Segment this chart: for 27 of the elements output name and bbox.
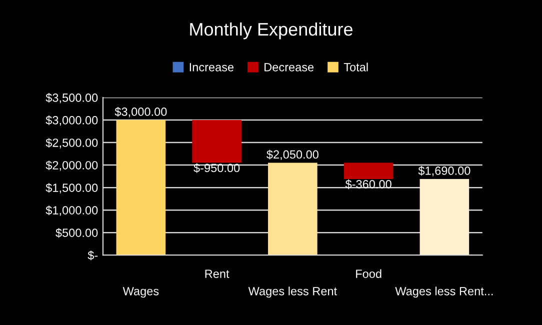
bar	[344, 162, 394, 180]
y-tick-label: $1,500.00	[46, 183, 98, 194]
data-label: $3,000.00	[114, 107, 167, 118]
y-tick-label: $2,500.00	[46, 138, 98, 148]
data-label: $-360.00	[345, 180, 392, 190]
bar	[192, 120, 242, 163]
y-tick-label: $2,000.00	[46, 160, 98, 171]
chart-title: Monthly Expenditure	[190, 22, 352, 40]
legend-label: Total	[344, 62, 368, 72]
x-tick-label: Rent	[205, 270, 230, 278]
x-tick-label: Wages less Rent...	[395, 286, 493, 298]
data-label: $2,050.00	[266, 150, 318, 160]
legend-label: Increase	[190, 63, 234, 72]
y-tick-label: $3,000.00	[46, 116, 98, 126]
data-label: $-950.00	[194, 163, 240, 173]
y-tick-label: $1,000.00	[46, 206, 98, 216]
x-tick-label: Food	[356, 269, 382, 278]
data-label: $1,690.00	[418, 166, 470, 176]
x-tick-label: Wages less Rent	[248, 286, 337, 298]
y-tick-label: $500.00	[56, 228, 98, 238]
legend-label: Decrease	[264, 63, 314, 72]
bar	[420, 179, 470, 256]
x-tick-label: Wages	[122, 287, 159, 298]
bar	[268, 162, 318, 256]
y-tick-label: $3,500.00	[46, 93, 98, 104]
bar	[116, 120, 166, 256]
y-tick-label: $-	[88, 250, 98, 260]
